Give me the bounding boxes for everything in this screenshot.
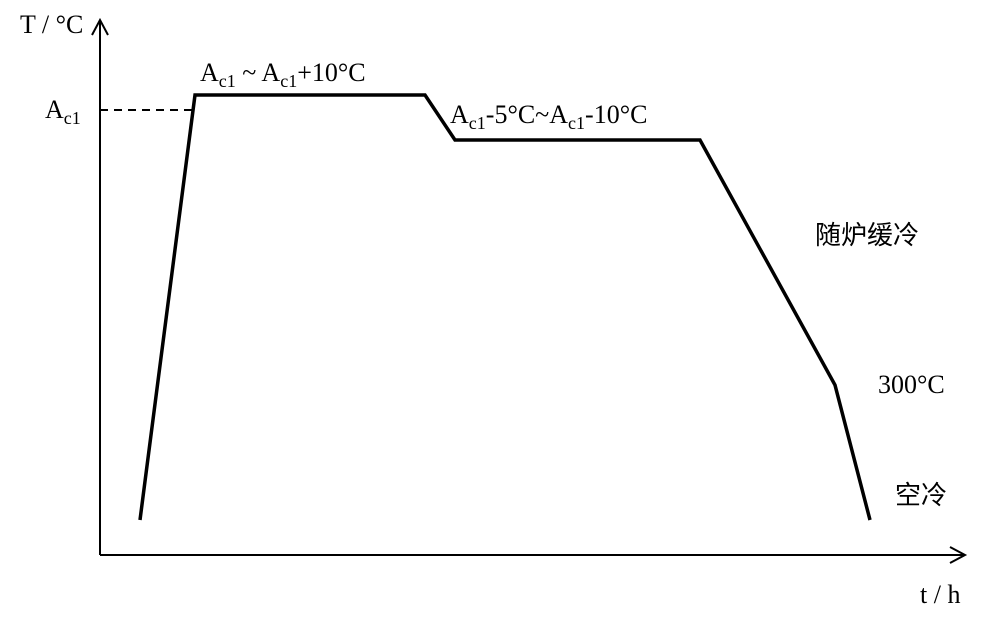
- chart-svg: [0, 0, 1000, 625]
- plateau-2-label: Ac1-5°C~Ac1-10°C: [450, 100, 647, 134]
- plateau-1-label: Ac1 ~ Ac1+10°C: [200, 58, 366, 92]
- y-axis-label: T / °C: [20, 10, 83, 40]
- x-axis-label: t / h: [920, 580, 960, 610]
- heat-treatment-curve-chart: T / °C t / h Ac1 Ac1 ~ Ac1+10°C Ac1-5°C~…: [0, 0, 1000, 625]
- temp-300-label: 300°C: [878, 370, 945, 400]
- air-cool-label: 空冷: [895, 475, 947, 512]
- ac1-tick-label: Ac1: [45, 95, 81, 129]
- temperature-curve: [140, 95, 870, 520]
- furnace-cool-label: 随炉缓冷: [815, 215, 919, 252]
